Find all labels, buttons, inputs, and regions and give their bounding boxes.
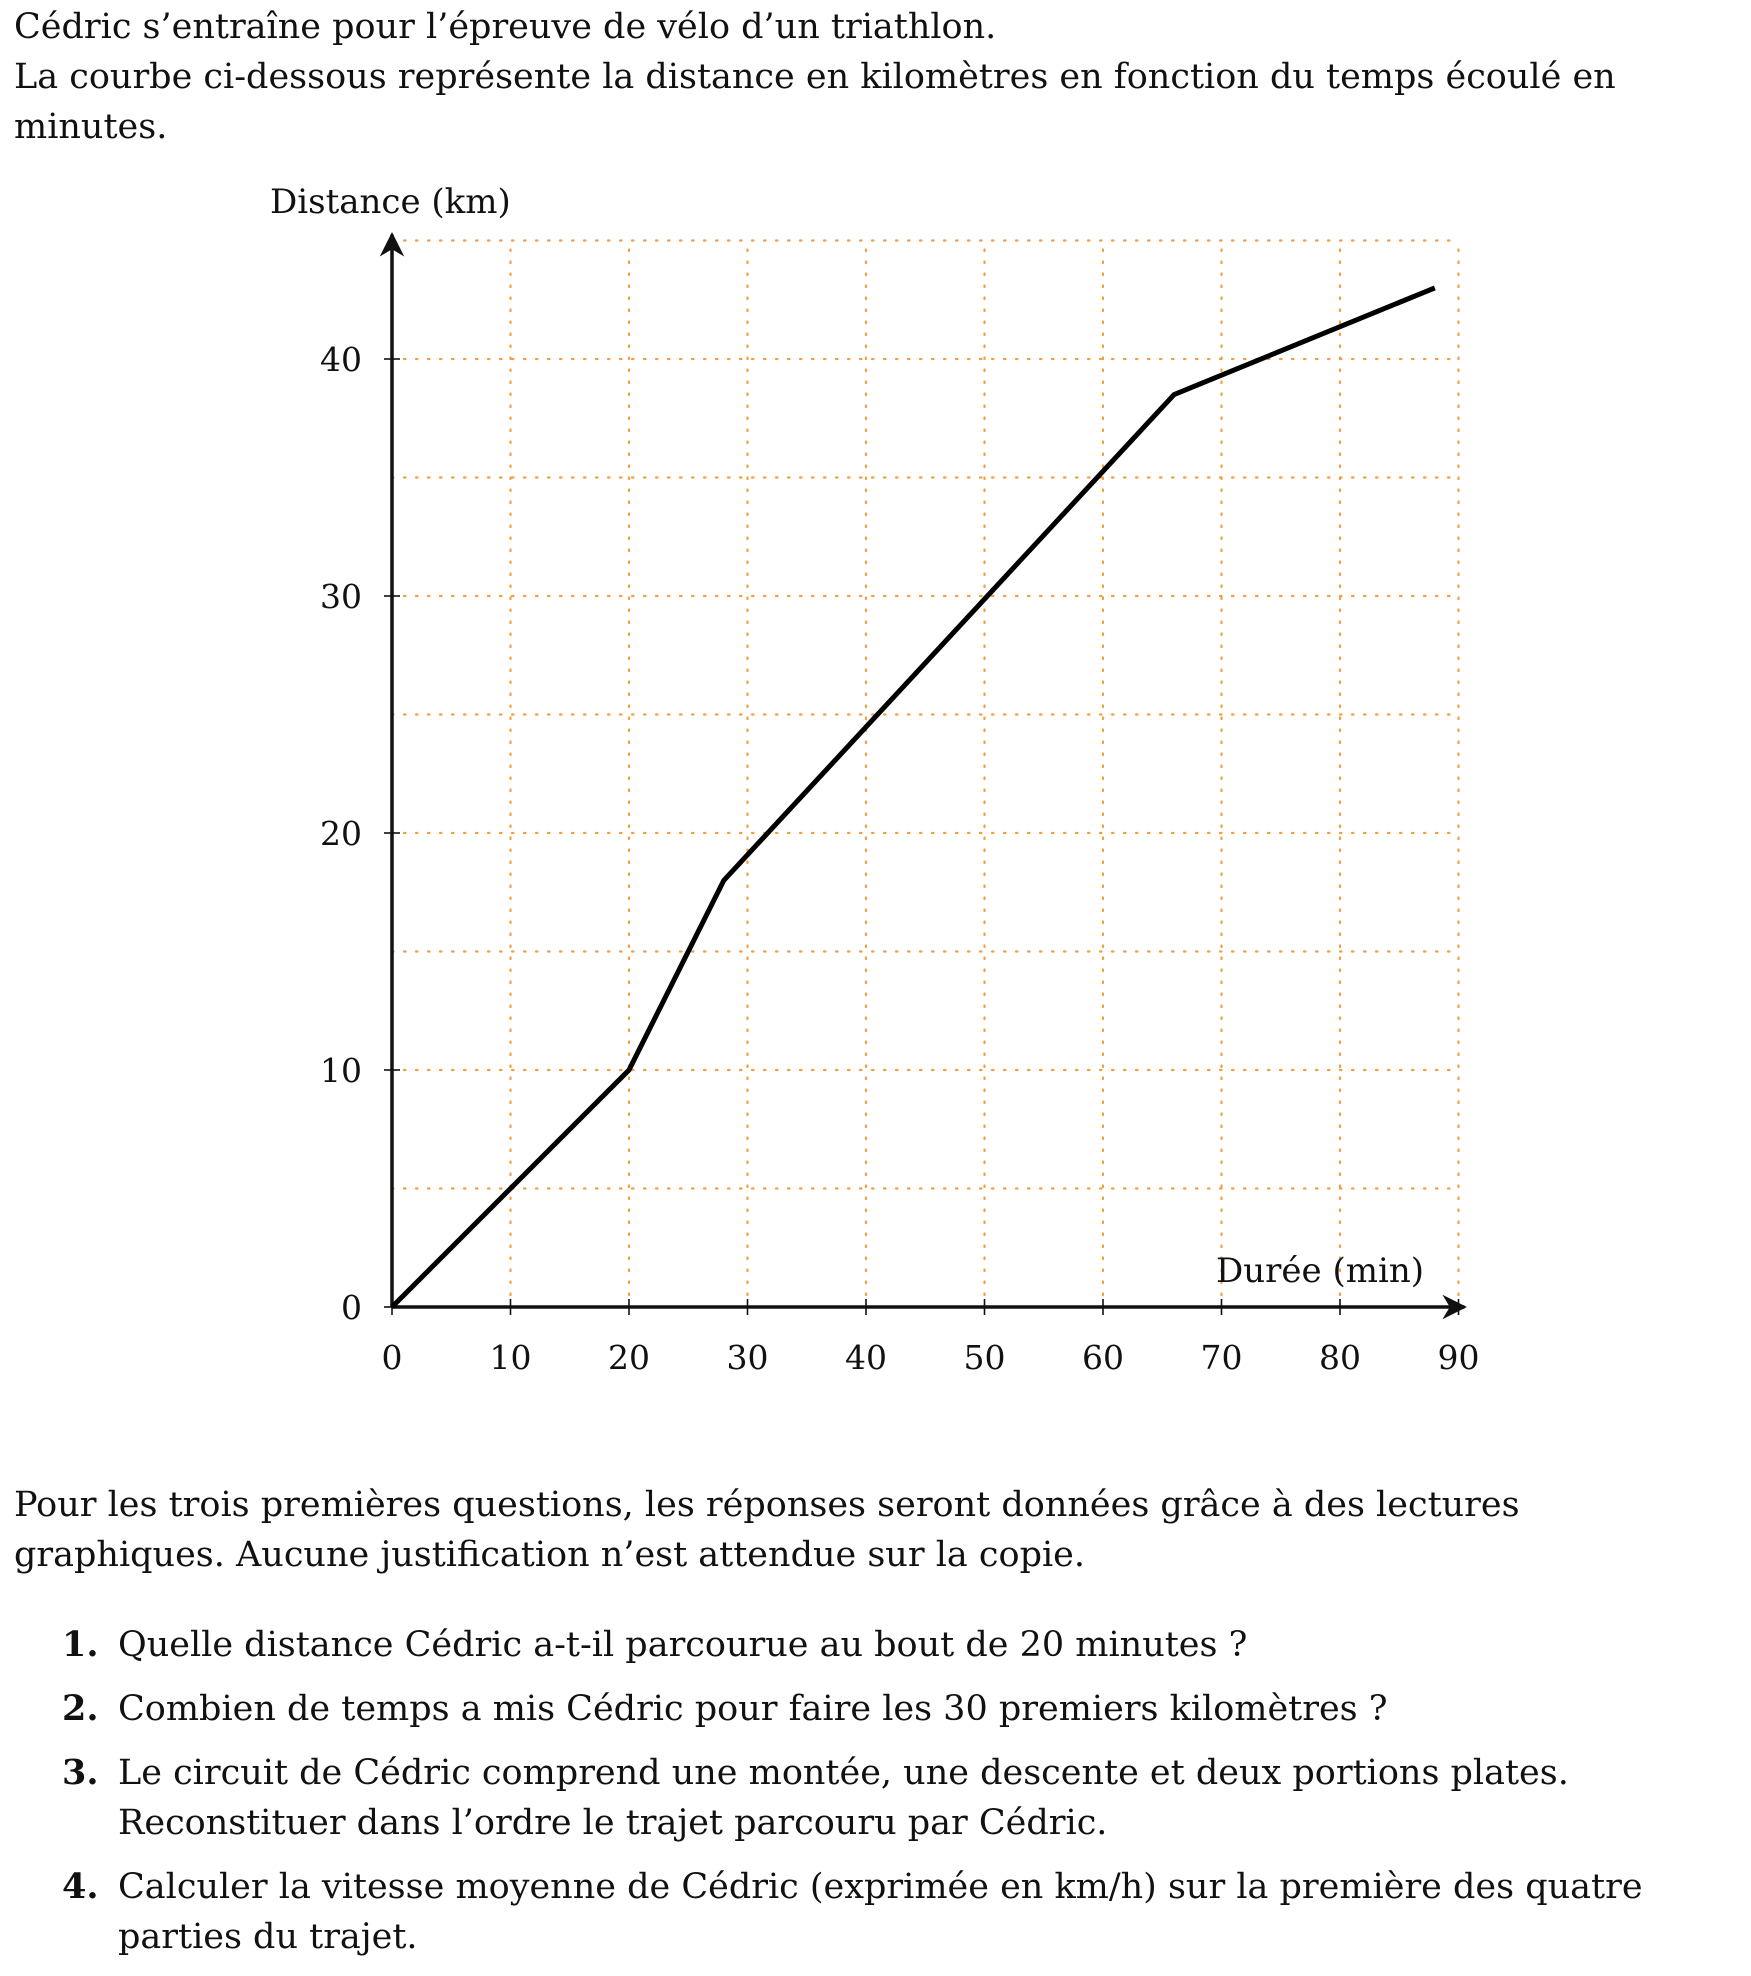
intro-line-1: Cédric s’entraîne pour l’épreuve de vélo… [14, 7, 997, 47]
x-tick-label: 80 [1319, 1338, 1361, 1377]
chart-grid [390, 239, 1460, 1309]
x-axis-label: Durée (min) [1216, 1251, 1424, 1291]
question-item: 1. Quelle distance Cédric a-t-il parcouru… [62, 1620, 1742, 1670]
question-text: Le circuit de Cédric comprend une montée… [118, 1753, 1569, 1843]
y-axis-label: Distance (km) [270, 182, 511, 222]
question-text: Quelle distance Cédric a-t-il parcourue … [118, 1625, 1248, 1665]
question-number: 1. [62, 1624, 99, 1665]
x-tick-label: 10 [490, 1338, 532, 1377]
x-tick-label: 0 [382, 1338, 403, 1377]
question-text: Calculer la vitesse moyenne de Cédric (e… [118, 1867, 1643, 1957]
chart-axes [379, 232, 1467, 1320]
chart-series [390, 285, 1436, 1309]
instructions-note: Pour les trois premières questions, les … [14, 1485, 1520, 1575]
x-tick-label: 20 [608, 1338, 650, 1377]
chart-ticks: 0 10 20 30 40 50 60 70 80 90 0 10 20 30 40 [320, 340, 1480, 1377]
question-text: Combien de temps a mis Cédric pour faire… [118, 1689, 1388, 1729]
x-tick-label: 50 [964, 1338, 1006, 1377]
question-item: 4. Calculer la vitesse moyenne de Cédric … [62, 1862, 1742, 1962]
question-number: 2. [62, 1688, 99, 1729]
x-tick-label: 40 [845, 1338, 887, 1377]
x-tick-label: 60 [1082, 1338, 1124, 1377]
intro-line-2: La courbe ci-dessous représente la dista… [14, 57, 1616, 147]
x-tick-label: 30 [727, 1338, 769, 1377]
question-item: 3. Le circuit de Cédric comprend une mont… [62, 1748, 1742, 1848]
x-tick-label: 90 [1438, 1338, 1480, 1377]
question-list: 1. Quelle distance Cédric a-t-il parcouru… [62, 1620, 1742, 1976]
distance-time-chart: 0 10 20 30 40 50 60 70 80 90 0 10 20 30 40 Distance (k… [270, 182, 1480, 1377]
x-tick-label: 70 [1201, 1338, 1243, 1377]
question-number: 3. [62, 1752, 99, 1793]
y-tick-label: 0 [341, 1288, 362, 1327]
y-tick-label: 10 [320, 1051, 362, 1090]
y-tick-label: 40 [320, 340, 362, 379]
distance-curve [390, 285, 1436, 1309]
y-tick-label: 20 [320, 814, 362, 853]
y-tick-label: 30 [320, 577, 362, 616]
question-item: 2. Combien de temps a mis Cédric pour fai… [62, 1684, 1742, 1734]
question-number: 4. [62, 1866, 99, 1907]
exercise-intro: Cédric s’entraîne pour l’épreuve de vélo… [14, 2, 1744, 152]
